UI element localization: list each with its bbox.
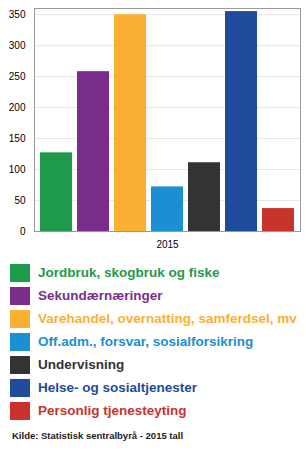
- svg-text:2015: 2015: [156, 239, 179, 250]
- svg-text:250: 250: [9, 71, 26, 82]
- svg-text:100: 100: [9, 164, 26, 175]
- html-text:Helse- og sosialtjenester: Helse- og sosialtjenester: [38, 380, 198, 395]
- svg-text:50: 50: [14, 195, 26, 206]
- html-text:Off.adm., forsvar, sosialforsi: Off.adm., forsvar, sosialforsikring: [38, 334, 254, 349]
- svg-text:0: 0: [20, 226, 26, 237]
- html-text:Kilde: Statistisk sentralbyrå: Kilde: Statistisk sentralbyrå - 2015 tal…: [12, 430, 184, 441]
- svg-text:300: 300: [9, 40, 26, 51]
- html-text:Personlig tjenesteyting: Personlig tjenesteyting: [38, 403, 187, 418]
- html-text:Sekundærnæringer: Sekundærnæringer: [38, 288, 163, 303]
- svg-text:200: 200: [9, 102, 26, 113]
- html-text:Varehandel, overnatting, samfe: Varehandel, overnatting, samferdsel, mv: [38, 311, 297, 326]
- svg-text:350: 350: [9, 9, 26, 20]
- html-text:Jordbruk, skogbruk og fiske: Jordbruk, skogbruk og fiske: [38, 265, 220, 280]
- svg-text:150: 150: [9, 133, 26, 144]
- html-text:Undervisning: Undervisning: [38, 357, 125, 372]
